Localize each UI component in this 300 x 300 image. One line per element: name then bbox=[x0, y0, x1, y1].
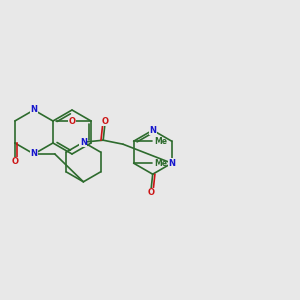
Text: O: O bbox=[147, 188, 154, 197]
Text: N: N bbox=[149, 126, 156, 135]
Text: O: O bbox=[11, 157, 18, 166]
Text: N: N bbox=[30, 149, 38, 158]
Text: Me: Me bbox=[154, 159, 167, 168]
Text: Me: Me bbox=[154, 137, 167, 146]
Text: N: N bbox=[30, 106, 38, 115]
Text: N: N bbox=[80, 138, 87, 147]
Text: O: O bbox=[69, 116, 76, 125]
Text: O: O bbox=[102, 117, 109, 126]
Text: N: N bbox=[168, 159, 175, 168]
